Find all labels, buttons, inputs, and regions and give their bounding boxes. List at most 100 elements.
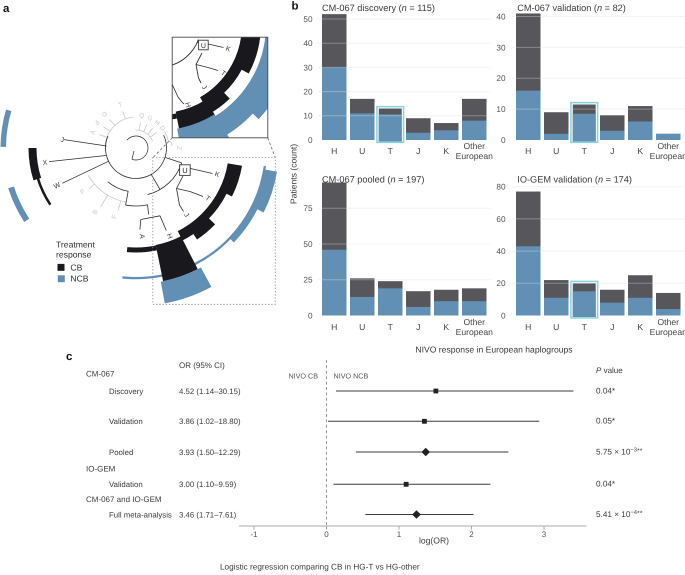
svg-text:IO-GEM: IO-GEM <box>86 465 116 474</box>
svg-text:T: T <box>388 322 394 332</box>
svg-text:A: A <box>138 234 145 239</box>
svg-text:CM-067 and IO-GEM: CM-067 and IO-GEM <box>86 495 162 504</box>
svg-text:NIVO CB: NIVO CB <box>288 371 318 380</box>
svg-text:U: U <box>201 43 206 50</box>
svg-text:J: J <box>182 212 190 219</box>
svg-text:A: A <box>89 129 97 136</box>
svg-text:H: H <box>331 146 337 156</box>
svg-text:50: 50 <box>303 15 313 24</box>
svg-text:3.93 (1.50–12.29): 3.93 (1.50–12.29) <box>179 448 241 457</box>
svg-text:40: 40 <box>496 12 506 21</box>
svg-text:75: 75 <box>303 204 313 213</box>
svg-text:CM-067 pooled (n = 197): CM-067 pooled (n = 197) <box>322 175 424 185</box>
svg-text:H: H <box>525 322 531 332</box>
svg-text:W: W <box>53 181 62 190</box>
svg-text:CM-067 discovery (n = 115): CM-067 discovery (n = 115) <box>322 3 435 13</box>
svg-text:b: b <box>292 1 299 13</box>
svg-text:J: J <box>610 322 614 332</box>
svg-text:Discovery: Discovery <box>109 387 143 396</box>
svg-text:Validation: Validation <box>109 417 143 426</box>
svg-text:Other: Other <box>464 317 486 327</box>
svg-text:3.00 (1.10–9.59): 3.00 (1.10–9.59) <box>179 480 237 489</box>
svg-text:X: X <box>42 159 48 167</box>
svg-text:U: U <box>553 322 559 332</box>
svg-text:F: F <box>111 214 119 220</box>
svg-text:-1: -1 <box>250 530 258 539</box>
svg-text:c: c <box>66 351 73 363</box>
svg-text:Z: Z <box>175 146 182 150</box>
svg-text:NIVO NCB: NIVO NCB <box>334 371 369 380</box>
svg-text:3: 3 <box>542 530 547 539</box>
svg-text:d: d <box>94 119 102 126</box>
svg-text:50: 50 <box>303 240 313 249</box>
svg-text:Pooled: Pooled <box>109 448 133 457</box>
svg-text:CB: CB <box>70 262 82 272</box>
svg-text:Logistic regression comparing: Logistic regression comparing CB in HG-T… <box>220 563 420 572</box>
svg-text:Patients (count): Patients (count) <box>289 144 299 204</box>
svg-text:response: response <box>56 250 92 260</box>
svg-text:European: European <box>650 327 685 337</box>
svg-text:0.04*: 0.04* <box>596 480 616 489</box>
svg-text:K: K <box>443 322 449 332</box>
svg-text:P value: P value <box>596 366 623 375</box>
svg-text:O: O <box>101 110 109 119</box>
svg-text:T: T <box>388 146 394 156</box>
svg-text:Other: Other <box>464 141 486 151</box>
svg-text:5.75 × 10−3**: 5.75 × 10−3** <box>596 446 643 456</box>
svg-text:NIVO response in European hapl: NIVO response in European haplogroups <box>415 344 572 354</box>
svg-text:1: 1 <box>397 530 402 539</box>
svg-text:0.05*: 0.05* <box>596 417 616 426</box>
svg-text:0: 0 <box>501 311 506 320</box>
svg-text:Other: Other <box>658 317 680 327</box>
svg-text:European: European <box>456 151 493 161</box>
svg-text:5.41 × 10−4**: 5.41 × 10−4** <box>596 510 643 519</box>
svg-text:Treatment: Treatment <box>56 240 95 250</box>
svg-text:NCB: NCB <box>70 274 88 284</box>
svg-text:CM-067 validation (n = 82): CM-067 validation (n = 82) <box>517 3 626 13</box>
svg-text:K: K <box>637 146 643 156</box>
svg-text:OR (95% CI): OR (95% CI) <box>179 361 225 370</box>
svg-text:J: J <box>416 322 420 332</box>
svg-text:B: B <box>91 209 99 216</box>
svg-text:0: 0 <box>324 530 329 539</box>
svg-text:Full meta-analysis: Full meta-analysis <box>109 510 172 519</box>
svg-text:IO-GEM validation (n = 174): IO-GEM validation (n = 174) <box>517 175 632 185</box>
svg-text:T: T <box>204 195 212 204</box>
svg-text:U: U <box>359 322 365 332</box>
svg-text:J: J <box>416 146 420 156</box>
svg-text:60: 60 <box>496 215 506 224</box>
svg-text:Q: Q <box>139 112 145 120</box>
svg-text:4.52 (1.14–30.15): 4.52 (1.14–30.15) <box>179 387 241 396</box>
svg-text:0: 0 <box>308 311 313 320</box>
svg-text:25: 25 <box>303 276 313 285</box>
svg-text:U: U <box>182 166 187 175</box>
svg-text:European: European <box>650 151 685 161</box>
svg-text:J: J <box>610 146 614 156</box>
svg-text:Other: Other <box>658 141 680 151</box>
svg-text:log(OR): log(OR) <box>419 536 449 546</box>
svg-text:0.04*: 0.04* <box>596 386 616 395</box>
svg-text:20: 20 <box>496 279 506 288</box>
svg-text:0: 0 <box>308 136 313 145</box>
svg-text:D: D <box>158 124 167 132</box>
svg-text:K: K <box>637 322 643 332</box>
svg-text:40: 40 <box>496 247 506 256</box>
svg-text:K: K <box>225 46 232 54</box>
svg-text:H: H <box>331 322 337 332</box>
svg-text:10: 10 <box>303 112 313 121</box>
svg-text:T: T <box>219 70 227 79</box>
svg-text:T: T <box>582 146 588 156</box>
svg-text:3.86 (1.02–18.80): 3.86 (1.02–18.80) <box>179 417 241 426</box>
svg-text:T: T <box>117 101 123 109</box>
svg-text:40: 40 <box>303 39 313 48</box>
svg-text:H: H <box>183 102 191 109</box>
svg-text:30: 30 <box>496 43 506 52</box>
svg-text:3.46 (1.71–7.61): 3.46 (1.71–7.61) <box>179 510 237 519</box>
svg-text:a: a <box>3 3 10 15</box>
svg-text:P: P <box>79 188 87 196</box>
svg-text:J: J <box>200 84 208 91</box>
svg-text:10: 10 <box>496 105 506 114</box>
svg-text:K: K <box>443 146 449 156</box>
svg-text:H: H <box>165 233 173 240</box>
svg-text:T: T <box>582 322 588 332</box>
